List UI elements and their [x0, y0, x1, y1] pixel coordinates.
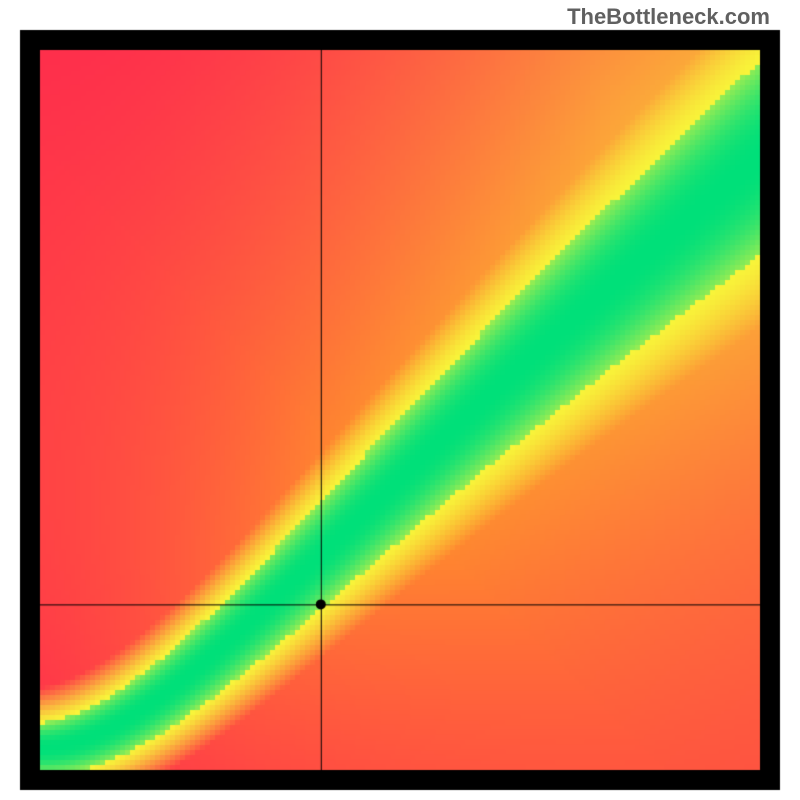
bottleneck-heatmap: [0, 0, 800, 800]
watermark-text: TheBottleneck.com: [567, 4, 770, 30]
